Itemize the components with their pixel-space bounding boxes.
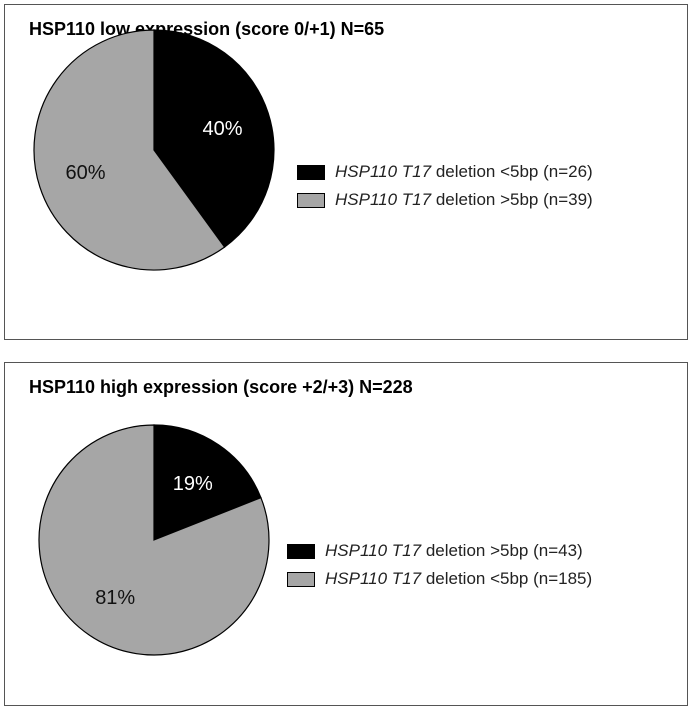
legend-gene: HSP110 T17 xyxy=(335,190,432,209)
high-expression-panel: HSP110 high expression (score +2/+3) N=2… xyxy=(4,362,688,706)
pie-slice-gray xyxy=(33,29,226,271)
legend: HSP110 T17 deletion >5bp (n=43) HSP110 T… xyxy=(287,537,592,593)
legend-swatch-black xyxy=(297,164,325,180)
chart-title: HSP110 low expression (score 0/+1) N=65 xyxy=(29,19,385,39)
chart-title: HSP110 high expression (score +2/+3) N=2… xyxy=(29,377,413,397)
pie-slice-black xyxy=(153,424,262,541)
legend-item: HSP110 T17 deletion <5bp (n=26) xyxy=(297,158,593,186)
legend-label: deletion <5bp (n=26) xyxy=(435,162,593,181)
pie-slice-gray xyxy=(38,424,270,656)
legend-swatch-gray xyxy=(287,571,315,587)
legend-item: HSP110 T17 deletion >5bp (n=39) xyxy=(297,186,593,214)
slice-percent-label: 19% xyxy=(173,473,213,495)
high-expression-pie: 19% 81% xyxy=(38,424,270,656)
slice-percent-label: 60% xyxy=(66,162,106,184)
legend-swatch-black xyxy=(287,543,315,559)
pie-slice-black xyxy=(153,29,275,248)
legend-swatch-gray xyxy=(297,192,325,208)
low-expression-pie: 40% 60% xyxy=(33,29,275,271)
legend-label: deletion >5bp (n=43) xyxy=(425,541,583,560)
legend-label: deletion >5bp (n=39) xyxy=(435,190,593,209)
slice-percent-label: 40% xyxy=(202,118,242,140)
legend: HSP110 T17 deletion <5bp (n=26) HSP110 T… xyxy=(297,158,593,214)
legend-label: deletion <5bp (n=185) xyxy=(425,569,593,588)
legend-gene: HSP110 T17 xyxy=(325,569,422,588)
low-expression-panel: HSP110 low expression (score 0/+1) N=65 … xyxy=(4,4,688,340)
legend-item: HSP110 T17 deletion >5bp (n=43) xyxy=(287,537,592,565)
slice-percent-label: 81% xyxy=(95,587,135,609)
legend-gene: HSP110 T17 xyxy=(325,541,422,560)
legend-gene: HSP110 T17 xyxy=(335,162,432,181)
legend-item: HSP110 T17 deletion <5bp (n=185) xyxy=(287,565,592,593)
